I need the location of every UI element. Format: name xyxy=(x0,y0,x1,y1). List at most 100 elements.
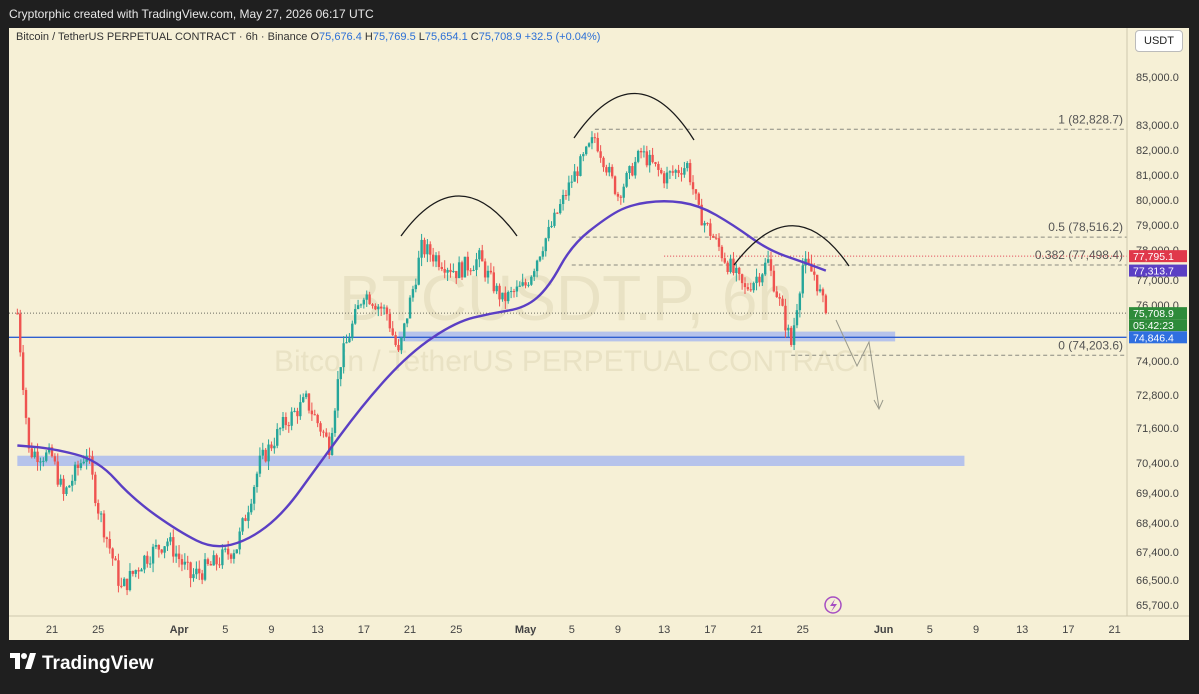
tradingview-logo[interactable]: TradingView xyxy=(10,653,154,675)
candle-up xyxy=(495,285,498,292)
candle-up xyxy=(154,545,158,547)
support-zones[interactable] xyxy=(9,255,1127,466)
candle-down xyxy=(775,291,778,298)
candle-down xyxy=(576,171,579,176)
candle-up xyxy=(622,186,625,198)
candle-up xyxy=(625,172,628,187)
candle-down xyxy=(215,555,218,565)
candle-down xyxy=(815,274,819,292)
candle-down xyxy=(131,570,135,574)
candle-up xyxy=(45,452,48,461)
candle-up xyxy=(302,397,305,403)
candle-up xyxy=(151,546,155,564)
candle-down xyxy=(651,154,654,163)
candle-down xyxy=(758,276,761,283)
low-value: 75,654.1 xyxy=(424,31,468,43)
candle-up xyxy=(276,429,279,446)
candle-up xyxy=(169,537,172,542)
candle-down xyxy=(512,291,516,293)
candle-down xyxy=(784,305,787,331)
time-tick-label: 21 xyxy=(1108,624,1120,636)
candle-down xyxy=(778,297,781,299)
candle-up xyxy=(559,204,562,214)
candle-up xyxy=(382,307,386,309)
candle-down xyxy=(720,246,724,259)
high-value: 75,769.5 xyxy=(372,31,416,43)
candle-up xyxy=(348,338,351,343)
bolt-icon xyxy=(824,596,842,614)
currency-button[interactable]: USDT xyxy=(1135,30,1183,52)
candle-down xyxy=(616,193,620,197)
candle-up xyxy=(174,553,178,557)
fib-level-label: 1 (82,828.7) xyxy=(1058,112,1123,126)
candle-down xyxy=(781,298,784,306)
candle-down xyxy=(807,258,810,264)
candle-down xyxy=(325,432,328,437)
candle-up xyxy=(183,561,187,565)
candle-up xyxy=(547,226,550,239)
candle-up xyxy=(509,291,513,293)
candle-up xyxy=(304,393,308,398)
candle-down xyxy=(498,285,501,300)
pattern-drawings[interactable] xyxy=(400,92,884,614)
candle-up xyxy=(140,569,143,572)
candle-up xyxy=(414,284,418,290)
candle-down xyxy=(368,294,371,305)
candle-down xyxy=(460,262,464,278)
candle-down xyxy=(691,182,695,190)
candle-down xyxy=(244,518,247,521)
time-tick-label: 21 xyxy=(404,624,416,636)
candle-down xyxy=(50,447,54,457)
fibonacci-retracement[interactable]: 1 (82,828.7) 0.5 (78,516.2) 0.382 (77,498.… xyxy=(571,112,1127,356)
candle-down xyxy=(769,259,773,271)
candle-up xyxy=(628,166,631,173)
candle-up xyxy=(377,306,380,310)
candle-up xyxy=(359,304,363,306)
price-tick-label: 77,000.0 xyxy=(1136,275,1179,287)
candle-up xyxy=(787,327,790,331)
chart-area[interactable]: BTCUSDT.P, 6h Bitcoin / TetherUS PERPETU… xyxy=(9,28,1189,640)
candle-up xyxy=(122,578,126,587)
chart-credit: Cryptorphic created with TradingView.com… xyxy=(9,7,374,21)
support-zone xyxy=(398,331,896,342)
candle-down xyxy=(671,171,675,173)
price-tag-label: 77,313.7 xyxy=(1133,266,1174,278)
candle-down xyxy=(97,503,100,514)
candle-up xyxy=(426,244,429,255)
candle-down xyxy=(455,271,458,279)
candle-down xyxy=(307,393,311,411)
candle-down xyxy=(810,263,813,272)
candle-up xyxy=(818,289,822,292)
candle-up xyxy=(634,161,637,176)
symbol-legend[interactable]: Bitcoin / TetherUS PERPETUAL CONTRACT · … xyxy=(16,31,600,43)
time-tick-label: 17 xyxy=(704,624,716,636)
candle-up xyxy=(729,258,732,272)
candle-down xyxy=(466,256,469,271)
candle-up xyxy=(452,271,455,273)
candle-up xyxy=(801,265,804,294)
time-tick-label: 17 xyxy=(358,624,370,636)
candle-up xyxy=(351,323,354,339)
candle-up xyxy=(515,286,519,292)
candle-up xyxy=(261,449,264,456)
time-tick-label: 17 xyxy=(1062,624,1074,636)
candle-down xyxy=(189,562,192,579)
watermark-ticker: BTCUSDT.P, 6h xyxy=(339,262,793,334)
candle-down xyxy=(36,451,39,463)
candle-down xyxy=(443,268,446,273)
candle-down xyxy=(599,151,602,158)
candle-up xyxy=(73,464,77,481)
watermark-name: Bitcoin / TetherUS PERPETUAL CONTRACT xyxy=(274,345,874,378)
candle-up xyxy=(665,172,669,184)
candle-down xyxy=(706,222,709,224)
candle-down xyxy=(328,436,331,455)
candle-up xyxy=(166,541,169,547)
price-chart[interactable]: BTCUSDT.P, 6h Bitcoin / TetherUS PERPETU… xyxy=(9,28,1189,640)
candle-down xyxy=(397,344,400,351)
candle-up xyxy=(475,259,478,270)
candle-up xyxy=(752,283,755,291)
candle-down xyxy=(102,513,106,538)
candle-down xyxy=(610,166,614,177)
time-axis[interactable]: 21 25 Apr 5 9 13 17 21 25 May 5 9 13 17 21 25 Jun 5 9 13 17 2… xyxy=(9,615,1189,640)
